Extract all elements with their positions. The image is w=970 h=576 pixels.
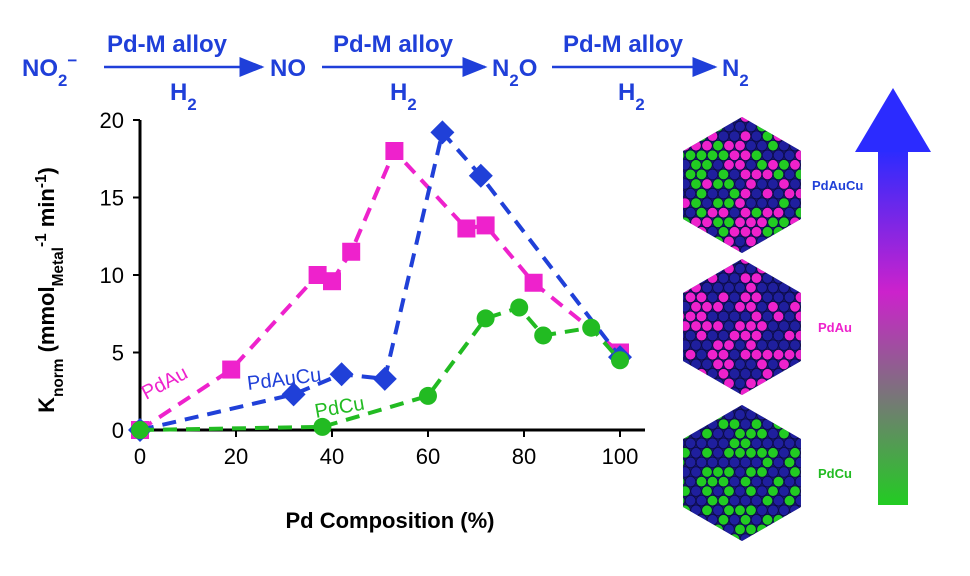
series-label-pdau: PdAu: [138, 362, 192, 404]
data-point-pdau: [457, 219, 476, 238]
nanoparticle-atoms: [683, 259, 801, 395]
y-tick-label: 10: [100, 263, 124, 288]
nanoparticle-pdcu: PdCu: [683, 405, 852, 541]
y-tick-label: 20: [100, 108, 124, 133]
nanoparticle-label-pdau: PdAu: [818, 320, 852, 335]
reaction-scheme: NO2− Pd-M alloy H2 NO Pd-M alloy H2 N2O …: [22, 31, 749, 114]
activity-arrow-shaft: [878, 150, 908, 505]
nanoparticle-pdaucu: PdAuCu: [683, 117, 863, 253]
data-point-pdau: [385, 142, 404, 160]
data-point-pdcu: [510, 298, 529, 317]
x-tick-label: 0: [134, 444, 146, 469]
nanoparticle-atoms: [683, 405, 801, 541]
data-point-pdaucu: [468, 163, 493, 188]
nanoparticle-label-pdcu: PdCu: [818, 466, 852, 481]
nanoparticle-panel: PdAuCu PdAu PdCu: [683, 117, 863, 541]
x-tick-label: 60: [416, 444, 440, 469]
reductant-label-1: H2: [170, 79, 197, 114]
data-point-pdcu: [582, 318, 601, 337]
data-point-pdcu: [611, 351, 629, 370]
series-label-pdaucu: PdAuCu: [246, 364, 323, 395]
data-point-pdau: [524, 273, 543, 292]
axis-ticks: 0 20 40 60 80 100 0 5 10 15 20: [100, 108, 639, 469]
activity-arrow-head: [855, 88, 931, 152]
catalyst-label-3: Pd-M alloy: [563, 31, 684, 58]
y-tick-label: 5: [112, 341, 124, 366]
catalyst-label-1: Pd-M alloy: [107, 31, 228, 58]
x-tick-label: 100: [602, 444, 639, 469]
nanoparticle-pdau: PdAu: [683, 259, 852, 395]
reductant-label-2: H2: [390, 79, 417, 114]
data-point-pdau: [323, 272, 341, 291]
series-pdcu: PdCu: [131, 298, 629, 439]
data-point-pdau: [342, 242, 361, 261]
species-nitrite-text: NO2: [22, 55, 67, 90]
data-point-pdcu: [534, 326, 553, 345]
catalyst-label-2: Pd-M alloy: [333, 31, 454, 58]
y-tick-label: 15: [100, 186, 124, 211]
x-axis-label: Pd Composition (%): [286, 508, 495, 533]
data-point-pdaucu: [329, 362, 354, 387]
data-point-pdaucu: [281, 382, 306, 407]
series-pdaucu: PdAuCu: [128, 120, 632, 442]
activity-arrow: [855, 88, 931, 505]
data-point-pdcu: [313, 417, 332, 436]
species-n2o: N2O: [492, 55, 537, 90]
series-pdau: PdAu: [131, 142, 629, 439]
data-point-pdau: [308, 266, 327, 284]
nanoparticle-atoms: [683, 117, 801, 253]
species-no: NO: [270, 55, 306, 82]
data-point-pdcu: [419, 386, 437, 405]
species-n2: N2: [722, 55, 749, 90]
data-point-pdcu: [131, 421, 149, 439]
x-tick-label: 40: [320, 444, 344, 469]
data-point-pdcu: [476, 309, 495, 328]
series-line-pdau: [138, 147, 622, 432]
y-tick-label: 0: [112, 418, 124, 443]
nanoparticle-label-pdaucu: PdAuCu: [812, 178, 863, 193]
data-point-pdaucu: [372, 366, 397, 391]
species-nitrite: NO2−: [22, 51, 77, 90]
data-point-pdau: [222, 360, 241, 379]
reductant-label-3: H2: [618, 79, 645, 114]
x-tick-label: 20: [224, 444, 248, 469]
data-point-pdau: [476, 216, 495, 235]
y-axis-label: Knorm (mmolMetal-1 min-1): [33, 167, 67, 413]
data-point-pdaucu: [430, 120, 455, 145]
nitrite-charge: −: [67, 51, 77, 70]
x-tick-label: 80: [512, 444, 536, 469]
